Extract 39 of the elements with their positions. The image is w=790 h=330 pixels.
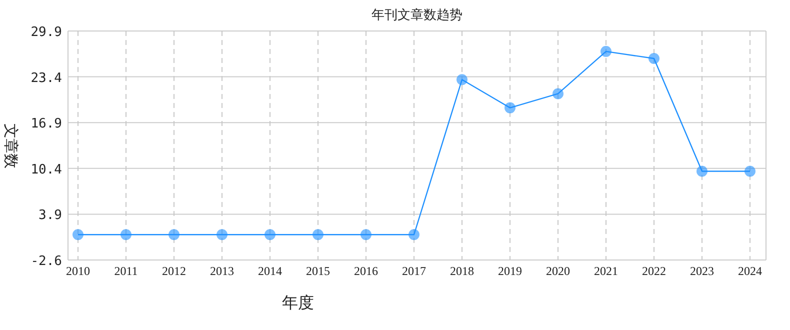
x-tick-label: 2024 [738,264,762,278]
y-tick-label: 23.4 [30,70,62,86]
x-tick-label: 2022 [642,264,666,278]
y-tick-label: 16.9 [30,116,62,132]
x-tick-label: 2015 [306,264,330,278]
x-tick-label: 2014 [258,264,282,278]
point [264,229,276,240]
x-tick-label: 2010 [66,264,90,278]
x-tick-label: 2013 [210,264,234,278]
point [72,229,84,240]
chart-title: 年刊文章数趋势 [372,7,462,22]
x-tick-label: 2018 [450,264,474,278]
point [744,166,756,177]
x-tick-label: 2021 [594,264,618,278]
x-tick-label: 2019 [498,264,522,278]
point [504,102,516,114]
point [216,229,228,240]
y-tick-label: -2.6 [30,254,62,269]
y-tick-label: 3.9 [38,208,62,224]
point [408,229,420,240]
point [312,229,324,240]
point [600,46,612,57]
point [648,52,660,64]
x-tick-label: 2023 [690,264,714,278]
point [456,74,468,86]
x-tick-label: 2012 [162,264,186,278]
point [168,229,180,240]
point [360,229,372,240]
point [696,166,708,177]
point [120,229,132,240]
x-tick-label: 2020 [546,264,570,278]
y-tick-label: 29.9 [30,25,62,40]
y-tick-label: 10.4 [30,162,62,178]
y-axis-title: 文章数 [2,124,19,168]
x-tick-label: 2016 [354,264,378,278]
point [552,88,564,100]
x-tick-label: 2011 [114,264,138,278]
x-tick-label: 2017 [402,264,426,278]
x-axis-title: 年度 [282,294,314,312]
